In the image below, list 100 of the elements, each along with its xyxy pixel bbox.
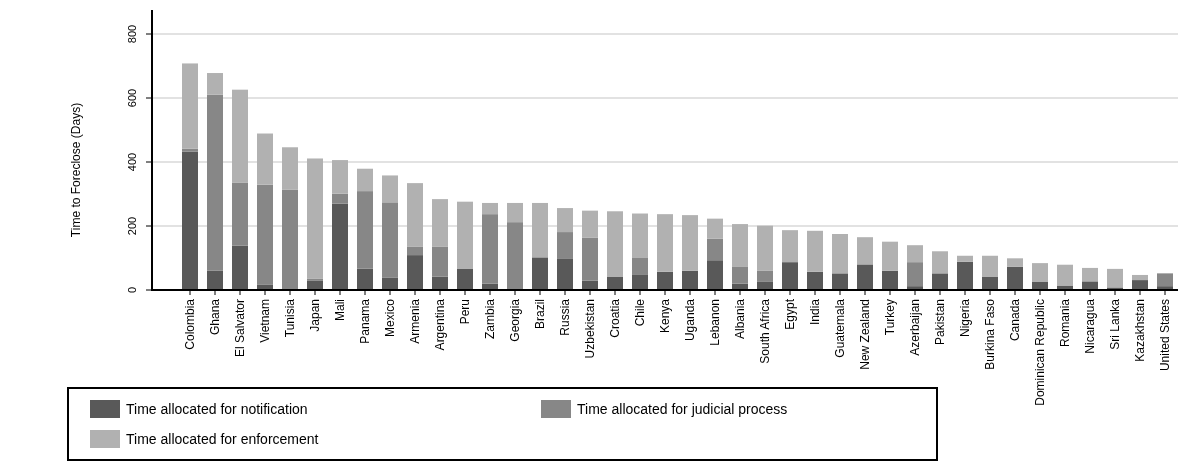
y-tick-label: 0: [126, 286, 138, 294]
legend-label: Time allocated for notification: [126, 401, 308, 417]
bar: [982, 255, 998, 277]
x-tick-label: Dominican Republic: [1033, 299, 1047, 406]
bar: [507, 202, 523, 223]
bar: [307, 280, 323, 290]
bar: [532, 257, 548, 290]
bar: [632, 274, 648, 290]
bar: [557, 208, 573, 233]
x-tick-label: Russia: [558, 298, 572, 336]
x-tick-label: Uganda: [683, 298, 697, 342]
bar: [432, 199, 448, 247]
bar: [407, 183, 423, 247]
x-tick-label: Mali: [333, 299, 347, 322]
x-tick-label: Peru: [458, 299, 472, 325]
bar: [807, 230, 823, 272]
x-tick-label: Japan: [308, 299, 322, 332]
y-axis-title: Time to Foreclose (Days): [69, 102, 83, 238]
bar: [707, 238, 723, 261]
bar: [532, 202, 548, 258]
bar: [757, 270, 773, 282]
bar: [382, 202, 398, 278]
bar: [1107, 268, 1123, 288]
bar: [857, 264, 873, 290]
x-tick-label: Croatia: [608, 298, 622, 338]
bar: [757, 281, 773, 290]
bar: [957, 261, 973, 290]
x-tick-label: Kazakhstan: [1133, 299, 1147, 362]
bar: [607, 211, 623, 277]
bar: [382, 175, 398, 203]
bar: [182, 148, 198, 152]
x-tick-label: Vietnam: [258, 299, 272, 343]
x-tick-label: Azerbaijan: [908, 299, 922, 356]
bar: [407, 255, 423, 290]
bar: [557, 232, 573, 259]
x-tick-label: United States: [1158, 299, 1172, 372]
bar: [307, 158, 323, 279]
bar: [232, 89, 248, 183]
bar: [657, 214, 673, 272]
x-tick-label: Argentina: [433, 298, 447, 351]
x-tick-label: El Salvator: [233, 299, 247, 358]
bar: [1082, 281, 1098, 290]
bar: [782, 230, 798, 263]
legend-label: Time allocated for enforcement: [126, 431, 319, 447]
bar: [457, 201, 473, 269]
x-tick-label: Chile: [633, 298, 647, 327]
bar: [582, 210, 598, 238]
x-tick-label: Nigeria: [958, 298, 972, 338]
x-tick-label: India: [808, 298, 822, 326]
bar: [657, 271, 673, 290]
bar: [1007, 258, 1023, 267]
legend-label: Time allocated for judicial process: [577, 401, 788, 417]
bar: [232, 245, 248, 290]
bar: [1132, 280, 1148, 290]
bar: [932, 273, 948, 290]
x-tick-label: Egypt: [783, 298, 797, 330]
bar: [357, 168, 373, 192]
x-tick-label: Nicaragua: [1083, 298, 1097, 354]
bar: [382, 277, 398, 290]
x-tick-label: Armenia: [408, 298, 422, 344]
bar: [732, 266, 748, 284]
bar: [232, 182, 248, 246]
x-tick-label: Brazil: [533, 299, 547, 330]
bar: [507, 222, 523, 290]
bar: [282, 147, 298, 190]
bar: [207, 94, 223, 271]
x-tick-label: Ghana: [208, 298, 222, 336]
bar: [882, 241, 898, 271]
x-tick-label: Mexico: [383, 298, 397, 338]
x-tick-label: New Zealand: [858, 299, 872, 370]
bar: [707, 218, 723, 239]
bar: [207, 270, 223, 290]
bar: [432, 246, 448, 277]
x-tick-label: Panama: [358, 298, 372, 344]
bar: [732, 224, 748, 267]
x-tick-label: Albania: [733, 298, 747, 340]
y-tick-label: 800: [126, 24, 138, 44]
bar: [482, 202, 498, 215]
bar: [957, 255, 973, 262]
bar: [907, 245, 923, 263]
bar: [1007, 266, 1023, 290]
bar: [757, 225, 773, 271]
x-tick-label: Georgia: [508, 298, 522, 342]
bar: [857, 237, 873, 265]
bar: [1132, 274, 1148, 281]
bar: [207, 73, 223, 95]
bar: [182, 63, 198, 149]
x-tick-label: Sri Lanka: [1108, 298, 1122, 350]
bar: [557, 258, 573, 290]
y-tick-label: 600: [126, 88, 138, 108]
bar: [932, 251, 948, 274]
x-tick-label: Pakistan: [933, 299, 947, 346]
bar: [482, 214, 498, 284]
bar: [332, 203, 348, 290]
bar: [407, 246, 423, 256]
bar: [782, 262, 798, 290]
bar: [1032, 263, 1048, 282]
bar: [357, 268, 373, 290]
x-tick-label: Tunisia: [283, 298, 297, 338]
x-tick-label: Romania: [1058, 298, 1072, 348]
